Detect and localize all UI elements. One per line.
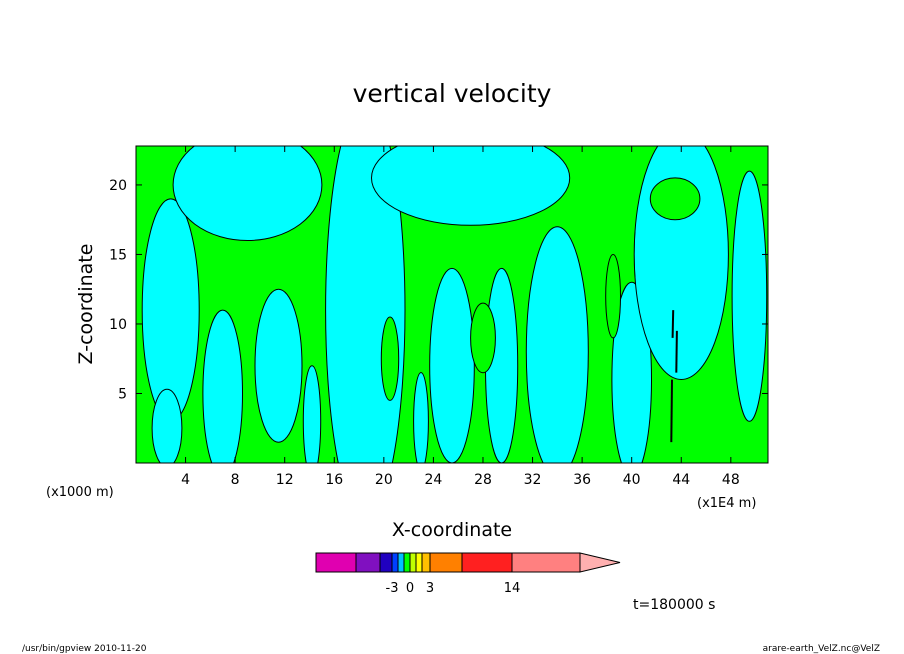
x-tick-label: 24 bbox=[424, 472, 442, 488]
x-tick-label: 44 bbox=[672, 472, 690, 488]
y-axis-title: Z-coordinate bbox=[75, 244, 97, 365]
x-tick-label: 12 bbox=[276, 472, 294, 488]
x-tick-label: 40 bbox=[623, 472, 641, 488]
x-tick-label: 32 bbox=[524, 472, 542, 488]
x-tick-label: 48 bbox=[722, 472, 740, 488]
field-region-negative bbox=[302, 365, 322, 463]
colorbar-label: 0 bbox=[406, 581, 414, 596]
colorbar-segment bbox=[315, 552, 357, 573]
field-region-positive bbox=[605, 254, 621, 339]
field-region-negative bbox=[611, 281, 652, 463]
colorbar-label: 3 bbox=[426, 581, 434, 596]
colorbar-segment bbox=[409, 552, 417, 573]
field-region-negative bbox=[371, 146, 571, 226]
field-region-negative bbox=[429, 267, 475, 463]
field-region-negative bbox=[172, 146, 323, 241]
colorbar-segment bbox=[403, 552, 411, 573]
colorbar-label: -3 bbox=[386, 581, 399, 596]
field-region-negative bbox=[151, 388, 183, 463]
y-unit-label: (x1000 m) bbox=[46, 485, 114, 500]
field-region-positive bbox=[649, 177, 701, 221]
colorbar-extend-arrow bbox=[579, 552, 621, 573]
x-tick-label: 4 bbox=[181, 472, 190, 488]
field-region-negative bbox=[413, 372, 429, 463]
footer-left: /usr/bin/gpview 2010-11-20 bbox=[22, 644, 147, 654]
chart-title: vertical velocity bbox=[353, 79, 552, 108]
field-region-negative bbox=[633, 146, 729, 380]
x-tick-label: 20 bbox=[375, 472, 393, 488]
field-region-negative bbox=[731, 170, 768, 422]
y-tick-label: 5 bbox=[118, 386, 127, 402]
plot-area bbox=[136, 146, 768, 463]
field-region-negative bbox=[202, 309, 243, 463]
footer-right: arare-earth_VelZ.nc@VelZ bbox=[763, 644, 880, 654]
y-axis-ticks: 5 10 15 20 bbox=[109, 178, 768, 402]
field-region-negative bbox=[525, 226, 589, 463]
colorbar-labels: -3 0 3 14 bbox=[386, 581, 521, 596]
x-axis-title: X-coordinate bbox=[392, 519, 512, 541]
field-region-negative bbox=[254, 288, 303, 443]
colorbar-segment bbox=[415, 552, 423, 573]
colorbar bbox=[315, 552, 621, 573]
field-region-strong bbox=[670, 379, 673, 443]
x-axis-ticks: 4 8 12 16 20 24 28 32 36 40 44 48 bbox=[181, 146, 740, 488]
colorbar-segment bbox=[397, 552, 405, 573]
field-region-positive bbox=[470, 302, 496, 374]
colorbar-segment bbox=[421, 552, 431, 573]
y-tick-label: 15 bbox=[109, 247, 127, 263]
x-tick-label: 36 bbox=[573, 472, 591, 488]
field-regions bbox=[141, 146, 768, 463]
field-region-strong bbox=[675, 330, 678, 373]
y-tick-label: 10 bbox=[109, 317, 127, 333]
plot-frame bbox=[135, 145, 769, 464]
x-tick-label: 16 bbox=[325, 472, 343, 488]
colorbar-segment bbox=[391, 552, 399, 573]
colorbar-segment bbox=[355, 552, 381, 573]
colorbar-segment bbox=[511, 552, 581, 573]
colorbar-segment bbox=[461, 552, 513, 573]
colorbar-segment bbox=[379, 552, 393, 573]
y-tick-label: 20 bbox=[109, 178, 127, 194]
field-region-strong bbox=[671, 310, 675, 338]
x-tick-label: 28 bbox=[474, 472, 492, 488]
x-unit-label: (x1E4 m) bbox=[697, 496, 756, 511]
x-tick-label: 8 bbox=[231, 472, 240, 488]
colorbar-label: 14 bbox=[504, 581, 521, 596]
time-label: t=180000 s bbox=[633, 597, 715, 613]
field-region-positive bbox=[380, 316, 400, 401]
colorbar-segment bbox=[429, 552, 463, 573]
field-region-negative bbox=[141, 198, 200, 422]
